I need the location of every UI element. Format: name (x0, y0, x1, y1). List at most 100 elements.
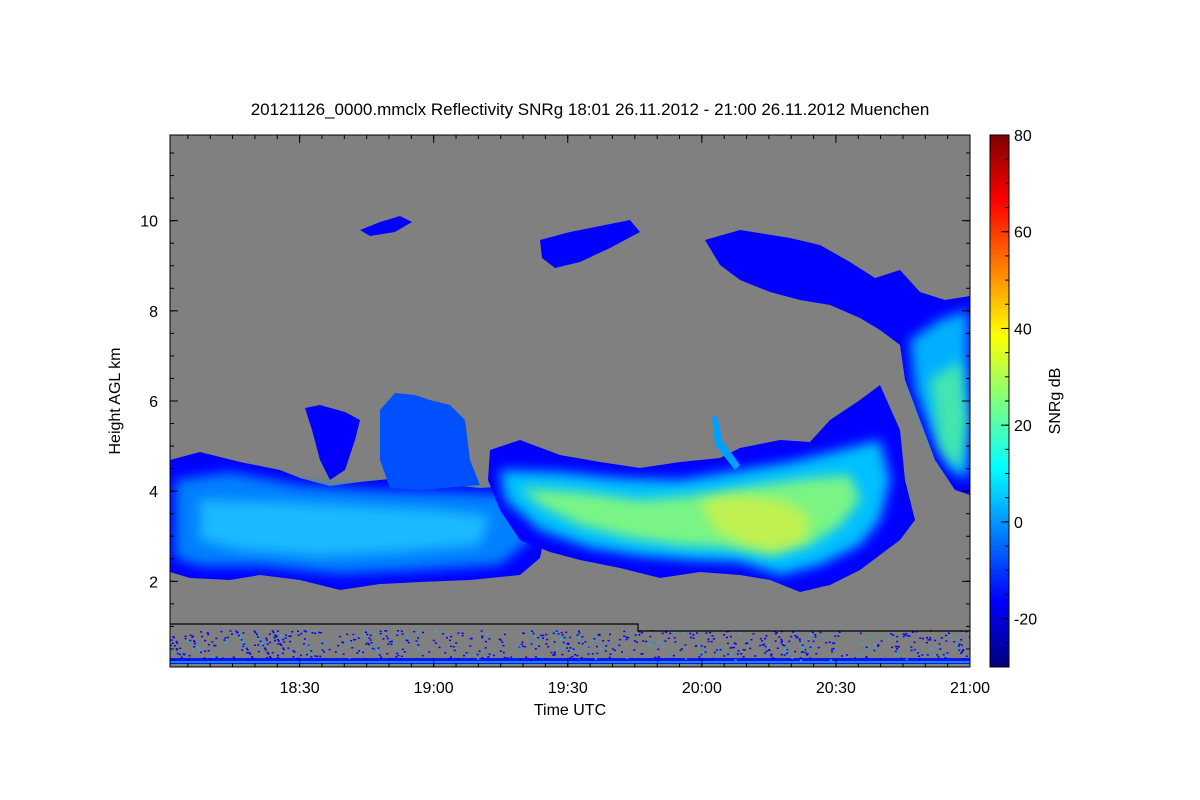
clutter-dot (365, 631, 367, 633)
clutter-dot (524, 645, 526, 648)
clutter-dot (396, 634, 399, 636)
clutter-dot (910, 646, 913, 648)
clutter-dot (696, 632, 698, 634)
x-tick-label: 19:00 (414, 680, 454, 697)
clutter-dot (709, 631, 712, 634)
clutter-dot (906, 635, 909, 637)
clutter-dot (749, 647, 752, 650)
clutter-dot (306, 653, 308, 656)
clutter-dot (180, 656, 183, 658)
clutter-dot (879, 658, 882, 660)
clutter-dot (421, 654, 424, 657)
clutter-dot (961, 651, 964, 653)
clutter-dot (560, 631, 563, 634)
clutter-dot (245, 647, 248, 650)
clutter-dot (633, 640, 636, 642)
clutter-dot (799, 657, 802, 659)
clutter-dot (834, 635, 837, 637)
clutter-dot (313, 630, 316, 632)
clutter-dot (945, 655, 948, 658)
clutter-dot (401, 633, 404, 635)
clutter-dot (738, 659, 741, 662)
clutter-dot (251, 657, 254, 660)
clutter-dot (434, 642, 437, 644)
clutter-dot (734, 643, 737, 645)
clutter-dot (170, 644, 173, 647)
clutter-dot (389, 641, 392, 643)
clutter-dot (253, 644, 256, 646)
clutter-dot (267, 653, 270, 655)
clutter-dot (770, 655, 773, 657)
clutter-dot (911, 631, 914, 633)
clutter-dot (373, 633, 376, 635)
clutter-dot (488, 638, 491, 640)
clutter-dot (307, 644, 310, 647)
clutter-dot (241, 640, 244, 643)
clutter-dot (905, 632, 908, 635)
clutter-dot (780, 653, 783, 656)
clutter-dot (270, 657, 272, 659)
clutter-dot (469, 637, 472, 640)
clutter-dot (357, 637, 360, 639)
clutter-dot (204, 639, 207, 642)
clutter-dot (798, 638, 801, 640)
clutter-dot (566, 647, 569, 649)
clutter-dot (279, 634, 282, 637)
clutter-dot (191, 635, 194, 637)
clutter-dot (576, 654, 579, 657)
clutter-dot (473, 654, 476, 656)
clutter-dot (657, 648, 660, 651)
clutter-dot (729, 635, 732, 638)
clutter-dot (310, 656, 313, 658)
x-tick-label: 20:00 (682, 680, 722, 697)
clutter-dot (277, 656, 279, 659)
clutter-dot (910, 649, 913, 652)
clutter-dot (727, 653, 730, 655)
clutter-dot (954, 643, 957, 646)
echo-main-center-peak (700, 495, 810, 552)
clutter-dot (807, 640, 810, 642)
clutter-dot (287, 647, 290, 649)
clutter-dot (236, 631, 239, 634)
clutter-dot (499, 650, 502, 652)
clutter-dot (577, 649, 579, 651)
clutter-dot (684, 644, 687, 646)
clutter-dot (773, 657, 776, 660)
clutter-dot (390, 643, 393, 645)
clutter-dot (625, 638, 628, 641)
clutter-dot (849, 630, 852, 633)
clutter-dot (224, 637, 227, 639)
clutter-dot (919, 637, 922, 639)
clutter-dot (788, 640, 791, 643)
colorbar-tick-label: -20 (1014, 612, 1037, 629)
clutter-dot (450, 656, 452, 658)
clutter-dot (352, 633, 355, 636)
clutter-dot (764, 637, 767, 640)
plot-background (170, 135, 970, 667)
clutter-dot (710, 640, 713, 643)
clutter-dot (638, 631, 641, 633)
clutter-dot (560, 638, 563, 641)
clutter-dot (604, 650, 607, 652)
clutter-dot (791, 657, 794, 660)
clutter-dot (829, 659, 832, 661)
clutter-dot (700, 645, 703, 647)
clutter-dot (220, 630, 223, 633)
clutter-dot (723, 634, 726, 636)
clutter-dot (812, 631, 814, 634)
clutter-dot (175, 649, 178, 651)
clutter-dot (752, 633, 755, 635)
clutter-dot (937, 656, 940, 658)
clutter-dot (596, 645, 598, 648)
clutter-dot (555, 630, 558, 632)
clutter-dot (400, 655, 403, 658)
clutter-dot (518, 647, 521, 649)
clutter-dot (794, 650, 797, 653)
clutter-dot (322, 639, 324, 641)
clutter-dot (338, 635, 341, 638)
clutter-dot (764, 652, 767, 654)
clutter-dot (536, 659, 539, 661)
colorbar-label: SNRg dB (1047, 368, 1064, 435)
clutter-dot (804, 648, 807, 651)
clutter-dot (368, 643, 370, 646)
